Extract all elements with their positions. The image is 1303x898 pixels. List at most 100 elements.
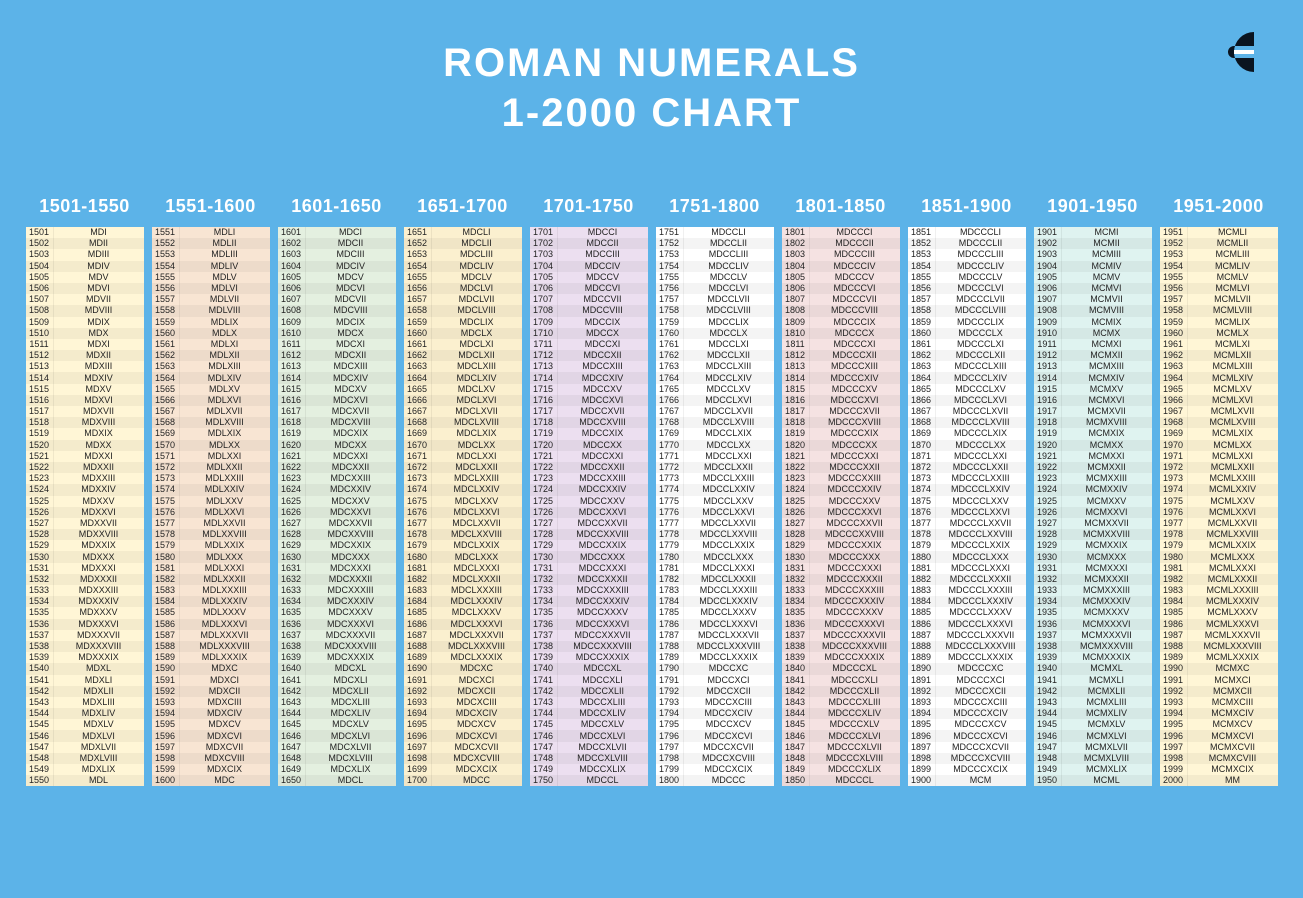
table-row: 1745MDCCXLV [530,719,648,730]
table-row: 1714MDCCXIV [530,372,648,383]
arabic-cell: 1930 [1034,551,1062,562]
table-row: 1556MDLVI [152,283,270,294]
roman-cell: MDCCCII [810,238,900,249]
table-row: 1832MDCCCXXXII [782,574,900,585]
roman-cell: MCMXXII [1062,462,1152,473]
arabic-cell: 1907 [1034,294,1062,305]
roman-cell: MDCCLXX [684,440,774,451]
roman-cell: MDCCCXVI [810,395,900,406]
roman-cell: MDCXXX [306,551,396,562]
table-row: 1902MCMII [1034,238,1152,249]
roman-cell: MDCCCLXI [936,339,1026,350]
roman-cell: MDCLVII [432,294,522,305]
arabic-cell: 1892 [908,686,936,697]
table-row: 1974MCMLXXIV [1160,484,1278,495]
table-row: 1711MDCCXI [530,339,648,350]
arabic-cell: 1839 [782,652,810,663]
roman-cell: MCMLXVII [1188,406,1278,417]
arabic-cell: 1544 [26,708,54,719]
table-row: 1601MDCI [278,227,396,238]
arabic-cell: 1512 [26,350,54,361]
arabic-cell: 1775 [656,496,684,507]
roman-cell: MDCCCLVI [936,283,1026,294]
table-row: 1968MCMLXVIII [1160,417,1278,428]
arabic-cell: 1746 [530,730,558,741]
arabic-cell: 1999 [1160,764,1188,775]
table-row: 1994MCMXCIV [1160,708,1278,719]
arabic-cell: 1886 [908,619,936,630]
roman-cell: MDCCLX [684,328,774,339]
roman-cell: MDCCLXXII [684,462,774,473]
roman-cell: MDLXXV [180,496,270,507]
arabic-cell: 1541 [26,675,54,686]
roman-cell: MDCCXXXVI [558,619,648,630]
roman-cell: MCMLXXXI [1188,563,1278,574]
table-row: 1751MDCCLI [656,227,774,238]
roman-cell: MCMXLVI [1062,730,1152,741]
table-row: 1678MDCLXXVIII [404,529,522,540]
arabic-cell: 1763 [656,361,684,372]
arabic-cell: 1774 [656,484,684,495]
logo-icon [1220,28,1268,81]
arabic-cell: 1520 [26,440,54,451]
table-row: 1718MDCCXVIII [530,417,648,428]
roman-cell: MDCCCXV [810,384,900,395]
table-row: 1792MDCCXCII [656,686,774,697]
roman-cell: MDCCXXXVII [558,630,648,641]
table-row: 1632MDCXXXII [278,574,396,585]
table-row: 1904MCMIV [1034,261,1152,272]
table-row: 1808MDCCCVIII [782,305,900,316]
roman-cell: MDCCCIII [810,249,900,260]
table-row: 1573MDLXXIII [152,473,270,484]
arabic-cell: 1554 [152,261,180,272]
arabic-cell: 1661 [404,339,432,350]
arabic-cell: 1877 [908,518,936,529]
table-row: 1889MDCCCLXXXIX [908,652,1026,663]
table-row: 1888MDCCCLXXXVIII [908,641,1026,652]
roman-cell: MDCCXLVII [558,742,648,753]
table-row: 1504MDIV [26,261,144,272]
title-line-1: ROMAN NUMERALS [0,38,1303,88]
arabic-cell: 1869 [908,428,936,439]
arabic-cell: 1931 [1034,563,1062,574]
arabic-cell: 1932 [1034,574,1062,585]
column-body: 1501MDI1502MDII1503MDIII1504MDIV1505MDV1… [26,227,144,786]
arabic-cell: 1941 [1034,675,1062,686]
column-header: 1951-2000 [1173,196,1264,217]
roman-cell: MDCCI [558,227,648,238]
table-row: 1761MDCCLXI [656,339,774,350]
arabic-cell: 1959 [1160,317,1188,328]
table-row: 1517MDXVII [26,406,144,417]
arabic-cell: 1906 [1034,283,1062,294]
table-row: 1503MDIII [26,249,144,260]
table-row: 1857MDCCCLVII [908,294,1026,305]
arabic-cell: 1916 [1034,395,1062,406]
arabic-cell: 1785 [656,607,684,618]
arabic-cell: 1659 [404,317,432,328]
arabic-cell: 1784 [656,596,684,607]
table-row: 1604MDCIV [278,261,396,272]
arabic-cell: 1561 [152,339,180,350]
table-row: 1762MDCCLXII [656,350,774,361]
roman-cell: MDCCCXC [936,663,1026,674]
table-row: 1898MDCCCXCVIII [908,753,1026,764]
table-row: 1558MDLVIII [152,305,270,316]
table-row: 1591MDXCI [152,675,270,686]
arabic-cell: 1927 [1034,518,1062,529]
arabic-cell: 1764 [656,372,684,383]
table-row: 1879MDCCCLXXIX [908,540,1026,551]
roman-cell: MDCCCXXXIV [810,596,900,607]
arabic-cell: 1503 [26,249,54,260]
table-row: 1562MDLXII [152,350,270,361]
roman-cell: MDLVI [180,283,270,294]
roman-cell: MDCXCIX [432,764,522,775]
table-row: 1725MDCCXXV [530,496,648,507]
table-row: 1797MDCCXCVII [656,742,774,753]
table-row: 1837MDCCCXXXVII [782,630,900,641]
table-row: 1658MDCLVIII [404,305,522,316]
roman-cell: MDCLII [432,238,522,249]
table-row: 1955MCMLV [1160,272,1278,283]
arabic-cell: 1771 [656,451,684,462]
roman-cell: MDCCCX [810,328,900,339]
table-row: 1768MDCCLXVIII [656,417,774,428]
